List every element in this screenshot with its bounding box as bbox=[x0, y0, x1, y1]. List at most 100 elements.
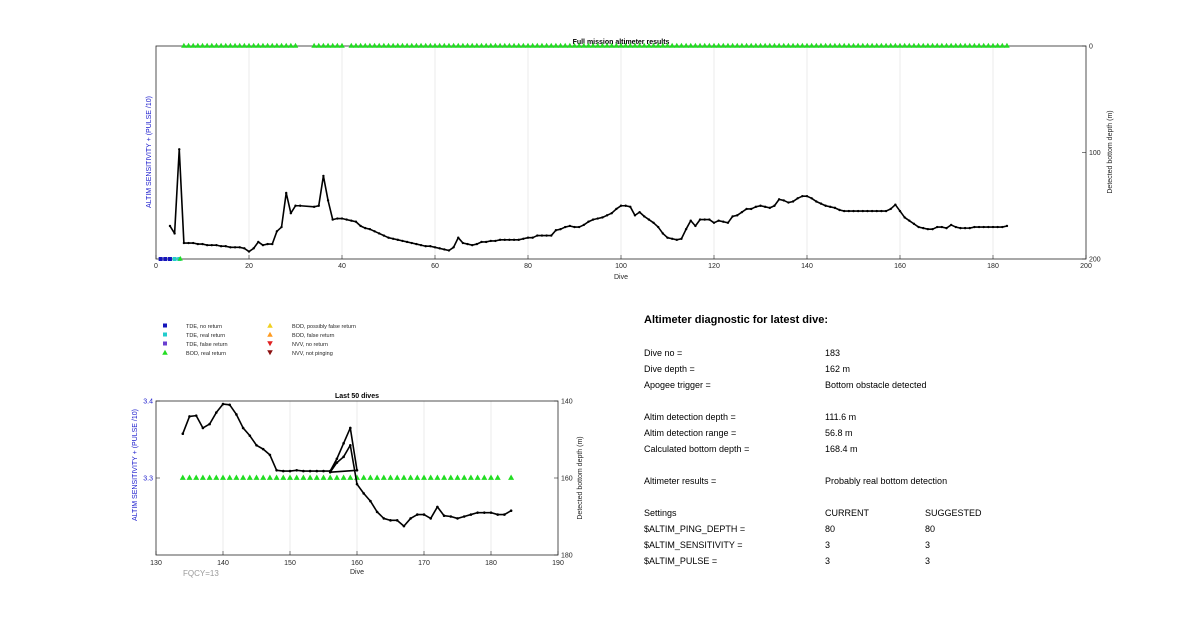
depth-point bbox=[870, 209, 874, 213]
settings-header: Settings bbox=[644, 508, 677, 518]
x-tick-label: 80 bbox=[524, 263, 532, 270]
top-gridlines bbox=[248, 46, 994, 259]
bod-marker bbox=[971, 42, 978, 48]
bod-marker bbox=[687, 42, 694, 48]
bod-marker bbox=[233, 474, 240, 480]
bod-marker bbox=[739, 42, 745, 48]
bod-marker bbox=[414, 474, 421, 480]
bod-marker bbox=[622, 42, 629, 48]
bod-marker bbox=[785, 42, 792, 48]
bod-marker bbox=[260, 474, 267, 480]
dive-depth-value: 162 m bbox=[825, 364, 851, 374]
bod-marker bbox=[371, 42, 378, 48]
depth-point bbox=[391, 237, 395, 240]
dive-depth-label: Dive depth = bbox=[644, 364, 695, 374]
depth-point bbox=[416, 513, 419, 516]
bod-marker bbox=[508, 474, 515, 480]
bod-marker bbox=[646, 42, 652, 48]
bod-marker bbox=[506, 42, 513, 48]
right-y-tick-label: 180 bbox=[561, 553, 573, 560]
depth-point bbox=[968, 226, 971, 230]
left-y-tick-label: 3.3 bbox=[143, 476, 153, 483]
bod-marker bbox=[860, 42, 866, 48]
bod-marker bbox=[394, 474, 401, 480]
depth-point bbox=[638, 210, 641, 214]
legend-label: NVV, not pinging bbox=[292, 351, 333, 357]
bod-marker bbox=[767, 42, 773, 48]
depth-point bbox=[349, 426, 352, 430]
bod-marker bbox=[581, 42, 587, 48]
top-right-axis-label: Detected bottom depth (m) bbox=[1107, 110, 1114, 193]
suggested-header: SUGGESTED bbox=[925, 508, 982, 518]
depth-point bbox=[317, 204, 320, 207]
depth-point bbox=[991, 225, 995, 229]
depth-point bbox=[387, 236, 390, 239]
depth-point bbox=[759, 204, 762, 207]
x-tick-label: 170 bbox=[418, 560, 430, 567]
bod-marker bbox=[906, 42, 913, 48]
depth-point bbox=[861, 209, 864, 213]
depth-point bbox=[201, 426, 205, 430]
depth-point bbox=[987, 225, 990, 229]
bod-marker bbox=[283, 42, 289, 48]
altim-detection-range-label: Altim detection range = bbox=[644, 428, 737, 438]
bottom-x-axis-label: Dive bbox=[350, 569, 364, 576]
legend-label: TDE, real return bbox=[186, 333, 225, 339]
bod-marker bbox=[488, 474, 494, 480]
depth-point bbox=[436, 505, 439, 509]
bod-marker bbox=[280, 474, 287, 480]
bod-marker bbox=[529, 42, 536, 48]
depth-point bbox=[577, 225, 581, 229]
depth-point bbox=[498, 238, 502, 242]
depth-point bbox=[466, 242, 469, 246]
bod-marker bbox=[404, 42, 410, 48]
bod-marker bbox=[771, 42, 778, 48]
depth-point bbox=[963, 226, 967, 230]
bod-marker bbox=[427, 474, 434, 480]
depth-point bbox=[182, 241, 186, 245]
depth-point bbox=[517, 238, 520, 242]
x-tick-label: 180 bbox=[485, 560, 497, 567]
depth-point bbox=[750, 207, 753, 211]
bod-marker bbox=[460, 42, 466, 48]
depth-point bbox=[629, 205, 632, 209]
top-tde-markers bbox=[158, 255, 183, 261]
depth-point bbox=[422, 513, 426, 516]
depth-point bbox=[221, 402, 225, 406]
bod-marker bbox=[864, 42, 871, 48]
depth-point bbox=[362, 492, 366, 495]
depth-point bbox=[908, 219, 911, 222]
depth-point bbox=[619, 204, 623, 207]
depth-point bbox=[238, 246, 241, 249]
bod-marker bbox=[199, 474, 206, 480]
bod-marker bbox=[813, 42, 820, 48]
depth-point bbox=[754, 205, 758, 209]
depth-point bbox=[188, 415, 191, 418]
depth-point bbox=[294, 204, 297, 207]
depth-point bbox=[624, 204, 627, 207]
depth-line bbox=[182, 403, 512, 527]
depth-point bbox=[173, 232, 176, 235]
bod-marker bbox=[311, 42, 317, 48]
bod-marker bbox=[333, 474, 340, 480]
depth-point bbox=[215, 243, 218, 247]
right-y-tick-label: 140 bbox=[561, 399, 573, 406]
legend-marker bbox=[163, 323, 167, 328]
depth-point bbox=[959, 226, 962, 230]
altim-detection-depth-value: 111.6 m bbox=[825, 412, 857, 422]
setting-name: $ALTIM_PULSE = bbox=[644, 556, 718, 566]
top-x-axis-label: Dive bbox=[614, 274, 628, 281]
depth-point bbox=[328, 470, 332, 474]
bod-marker bbox=[892, 42, 899, 48]
bod-marker bbox=[488, 42, 494, 48]
bod-marker bbox=[543, 42, 550, 48]
depth-point bbox=[355, 469, 359, 472]
depth-point bbox=[815, 200, 818, 203]
depth-point bbox=[768, 206, 771, 210]
depth-point bbox=[342, 455, 345, 459]
depth-point bbox=[503, 513, 506, 516]
depth-point bbox=[540, 234, 544, 237]
bod-marker bbox=[232, 42, 238, 48]
bod-marker bbox=[757, 42, 764, 48]
depth-point bbox=[689, 219, 692, 222]
